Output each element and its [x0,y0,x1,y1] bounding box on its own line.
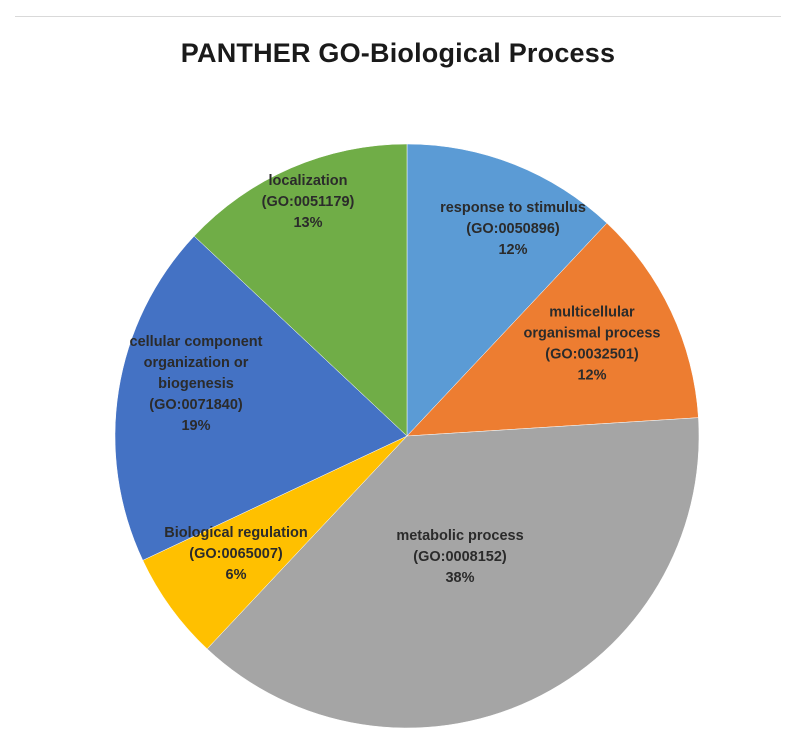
slice-label-line: cellular component [130,334,263,350]
slice-label-4: Biological regulation (GO:0065007) 6% [164,525,307,583]
slice-label-line: response to stimulus [440,200,586,216]
slice-label-3: metabolic process (GO:0008152) 38% [396,528,523,586]
slice-label-line: organization or [144,355,249,371]
pie-slice-5 [114,235,408,561]
pie-slices [114,143,700,729]
slice-label-line: (GO:0050896) [466,221,560,237]
pie-slice-2 [406,222,699,437]
slice-percent-label: 12% [577,368,606,384]
slice-label-6: localization (GO:0051179) 13% [262,173,355,231]
pie-slice-3 [206,417,700,729]
slice-label-5: cellular component organization or biogene… [130,334,263,434]
top-divider [15,16,781,17]
pie-slice-6 [193,143,408,437]
slice-label-line: organismal process [524,326,661,342]
slice-label-2: multicellular organismal process (GO:00325… [524,305,661,384]
slice-label-1: response to stimulus (GO:0050896) 12% [440,200,586,258]
slice-label-line: metabolic process [396,528,523,544]
pie-labels: response to stimulus (GO:0050896) 12%multi… [130,173,661,586]
slice-label-line: (GO:0051179) [262,194,355,210]
slice-percent-label: 12% [498,242,527,258]
slice-label-line: localization [269,173,348,189]
slice-label-line: Biological regulation [164,525,307,541]
slice-label-line: biogenesis [158,376,234,392]
slice-label-line: (GO:0032501) [545,347,639,363]
chart-title: PANTHER GO-Biological Process [180,38,616,68]
pie-slice-1 [406,143,608,437]
slice-label-line: (GO:0008152) [413,549,507,565]
slice-percent-label: 19% [181,418,210,434]
slice-label-line: multicellular [549,305,635,321]
slice-percent-label: 38% [445,570,474,586]
slice-percent-label: 6% [226,567,247,583]
slice-label-line: (GO:0071840) [149,397,243,413]
slice-percent-label: 13% [293,215,322,231]
slice-label-line: (GO:0065007) [189,546,283,562]
